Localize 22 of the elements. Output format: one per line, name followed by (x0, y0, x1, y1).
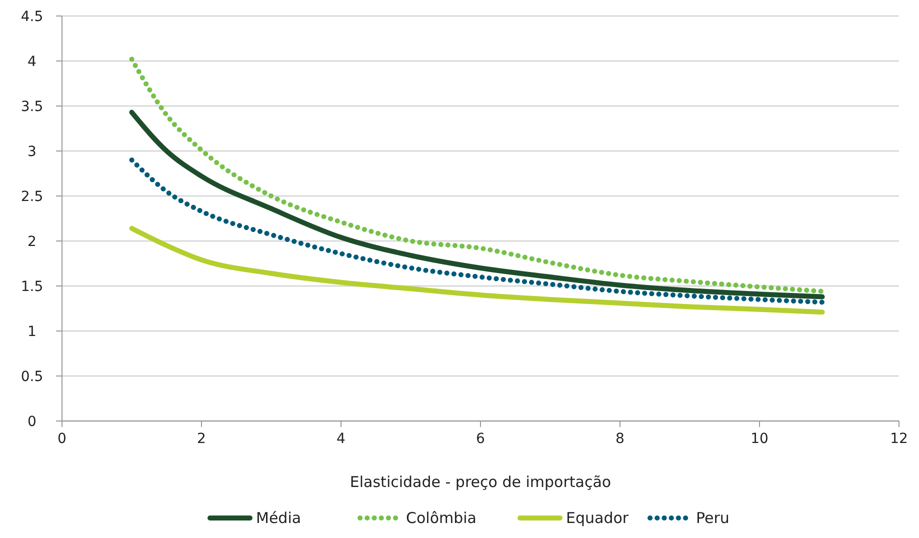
y-tick-label: 0 (28, 414, 36, 430)
y-tick-label: 3 (28, 144, 36, 160)
y-tick-label: 2 (28, 234, 36, 250)
x-tick-label: 8 (616, 431, 624, 447)
x-tick-label: 6 (476, 431, 486, 447)
legend-label: Equador (566, 509, 630, 527)
y-tick-label: 4.5 (20, 9, 44, 25)
y-tick-label: 3.5 (20, 99, 44, 115)
x-tick-label: 4 (336, 431, 346, 447)
y-tick-label: 0.5 (20, 369, 44, 385)
x-tick-label: 10 (750, 431, 768, 447)
legend-label: Peru (696, 509, 730, 527)
y-tick-label: 2.5 (20, 189, 44, 205)
legend-label: Média (256, 509, 302, 527)
x-tick-label: 2 (197, 431, 206, 447)
x-axis-title: Elasticidade - preço de importação (350, 473, 612, 491)
y-tick-label: 4 (28, 54, 37, 70)
y-tick-label: 1 (28, 324, 36, 340)
legend-label: Colômbia (406, 509, 476, 527)
y-tick-label: 1.5 (20, 279, 44, 295)
x-tick-label: 12 (890, 431, 908, 447)
x-tick-label: 0 (58, 431, 66, 447)
